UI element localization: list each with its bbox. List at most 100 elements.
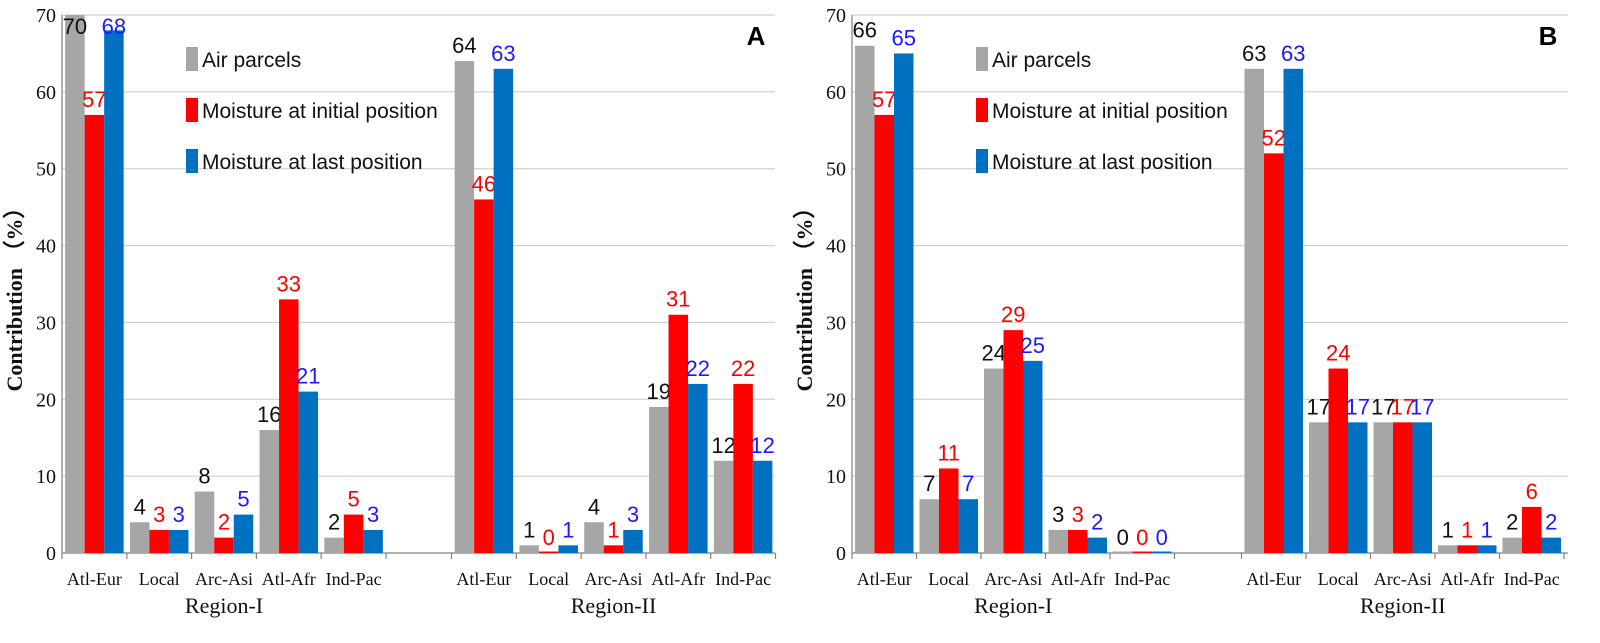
- bar-region-i-ind-pac-last: [363, 529, 383, 553]
- data-label: 3: [153, 502, 165, 527]
- data-label: 6: [1526, 479, 1538, 504]
- legend-label: Moisture at last position: [992, 151, 1213, 174]
- data-label: 1: [1481, 517, 1493, 542]
- bar-region-i-atl-afr-initial: [1068, 529, 1088, 553]
- data-label: 17: [1307, 394, 1331, 419]
- data-label: 1: [523, 517, 535, 542]
- data-label: 12: [750, 433, 774, 458]
- bar-region-i-ind-pac-air: [324, 537, 344, 553]
- legend-label: Air parcels: [202, 49, 301, 72]
- legend-swatch: [186, 98, 198, 122]
- data-label: 57: [82, 87, 106, 112]
- bar-region-i-atl-afr-last: [298, 391, 319, 553]
- bar-region-i-local-air: [919, 499, 939, 553]
- legend-swatch: [186, 47, 198, 71]
- bar-region-i-atl-eur-last: [104, 30, 124, 553]
- data-label: 68: [102, 14, 126, 39]
- category-label: Local: [139, 569, 180, 589]
- data-label: 24: [1326, 341, 1350, 366]
- data-label: 17: [1346, 394, 1370, 419]
- y-tick-label: 20: [36, 389, 56, 411]
- bar-region-ii-arc-asi-initial: [1393, 422, 1413, 553]
- panel-tag: A: [747, 21, 766, 51]
- bar-region-i-atl-afr-air: [259, 430, 280, 553]
- bar-region-i-arc-asi-initial: [1003, 330, 1023, 553]
- bar-region-i-atl-afr-air: [1048, 529, 1068, 553]
- category-label: Ind-Pac: [715, 569, 771, 589]
- data-label: 63: [1281, 41, 1305, 66]
- bar-region-ii-ind-pac-last: [752, 460, 773, 553]
- legend-label: Moisture at initial position: [202, 100, 438, 123]
- bar-region-i-atl-eur-initial: [84, 114, 105, 554]
- y-tick-label: 10: [826, 466, 846, 488]
- bar-region-i-atl-afr-last: [1087, 537, 1107, 553]
- data-label: 0: [543, 525, 555, 550]
- y-tick-label: 40: [826, 236, 846, 258]
- data-label: 29: [1001, 302, 1025, 327]
- data-label: 70: [63, 14, 87, 39]
- bar-region-i-ind-pac-air: [1113, 551, 1133, 553]
- category-label: Arc-Asi: [585, 569, 643, 589]
- y-tick-label: 0: [46, 543, 56, 565]
- bar-region-ii-atl-afr-last: [1477, 545, 1497, 553]
- bar-region-ii-atl-eur-last: [1283, 68, 1303, 554]
- bar-region-i-arc-asi-initial: [214, 537, 234, 553]
- region-label: Region-II: [1360, 593, 1446, 618]
- data-label: 64: [452, 33, 476, 58]
- category-label: Atl-Afr: [651, 569, 705, 589]
- bar-region-ii-atl-eur-air: [454, 61, 475, 553]
- data-label: 3: [627, 502, 639, 527]
- legend-label: Moisture at last position: [202, 151, 423, 174]
- category-label: Ind-Pac: [1504, 569, 1560, 589]
- y-tick-label: 30: [36, 312, 56, 334]
- y-tick-label: 10: [36, 466, 56, 488]
- data-label: 2: [1506, 510, 1518, 535]
- data-label: 3: [1052, 502, 1064, 527]
- bar-region-i-arc-asi-air: [194, 491, 215, 553]
- y-tick-label: 60: [36, 82, 56, 104]
- data-label: 2: [1545, 510, 1557, 535]
- bar-region-ii-atl-afr-air: [649, 406, 669, 553]
- data-label: 24: [982, 341, 1006, 366]
- bar-region-i-ind-pac-initial: [343, 514, 364, 553]
- data-label: 0: [1117, 525, 1129, 550]
- bar-region-ii-atl-afr-initial: [668, 314, 689, 553]
- y-tick-label: 50: [826, 159, 846, 181]
- bar-region-ii-local-initial: [538, 551, 559, 553]
- data-label: 16: [257, 402, 281, 427]
- data-label: 19: [647, 379, 671, 404]
- bar-region-ii-arc-asi-air: [584, 522, 604, 553]
- data-label: 8: [198, 464, 210, 489]
- bar-region-ii-atl-eur-initial: [1264, 153, 1284, 554]
- category-label: Arc-Asi: [195, 569, 253, 589]
- panel-tag: B: [1539, 21, 1558, 51]
- category-label: Atl-Afr: [1440, 569, 1494, 589]
- data-label: 57: [872, 87, 896, 112]
- y-tick-label: 70: [826, 5, 846, 27]
- category-label: Atl-Eur: [1246, 569, 1301, 589]
- data-label: 17: [1371, 394, 1395, 419]
- region-label: Region-I: [185, 593, 263, 618]
- y-tick-label: 70: [36, 5, 56, 27]
- category-label: Atl-Eur: [456, 569, 511, 589]
- region-label: Region-I: [974, 593, 1052, 618]
- data-label: 25: [1021, 333, 1045, 358]
- bar-region-ii-atl-afr-initial: [1457, 545, 1477, 553]
- y-tick-label: 40: [36, 236, 56, 258]
- data-label: 12: [711, 433, 735, 458]
- data-label: 5: [237, 487, 249, 512]
- bar-region-i-ind-pac-last: [1152, 551, 1172, 553]
- data-label: 17: [1410, 394, 1434, 419]
- category-label: Ind-Pac: [1114, 569, 1170, 589]
- bar-region-i-atl-eur-air: [855, 45, 875, 553]
- legend-swatch: [976, 98, 988, 122]
- bar-region-ii-atl-eur-last: [493, 68, 514, 554]
- data-label: 1: [562, 517, 574, 542]
- category-label: Local: [928, 569, 969, 589]
- data-label: 17: [1391, 394, 1415, 419]
- data-label: 63: [491, 41, 515, 66]
- data-label: 7: [962, 471, 974, 496]
- bar-region-ii-local-last: [558, 545, 578, 553]
- bar-region-ii-arc-asi-initial: [603, 545, 624, 553]
